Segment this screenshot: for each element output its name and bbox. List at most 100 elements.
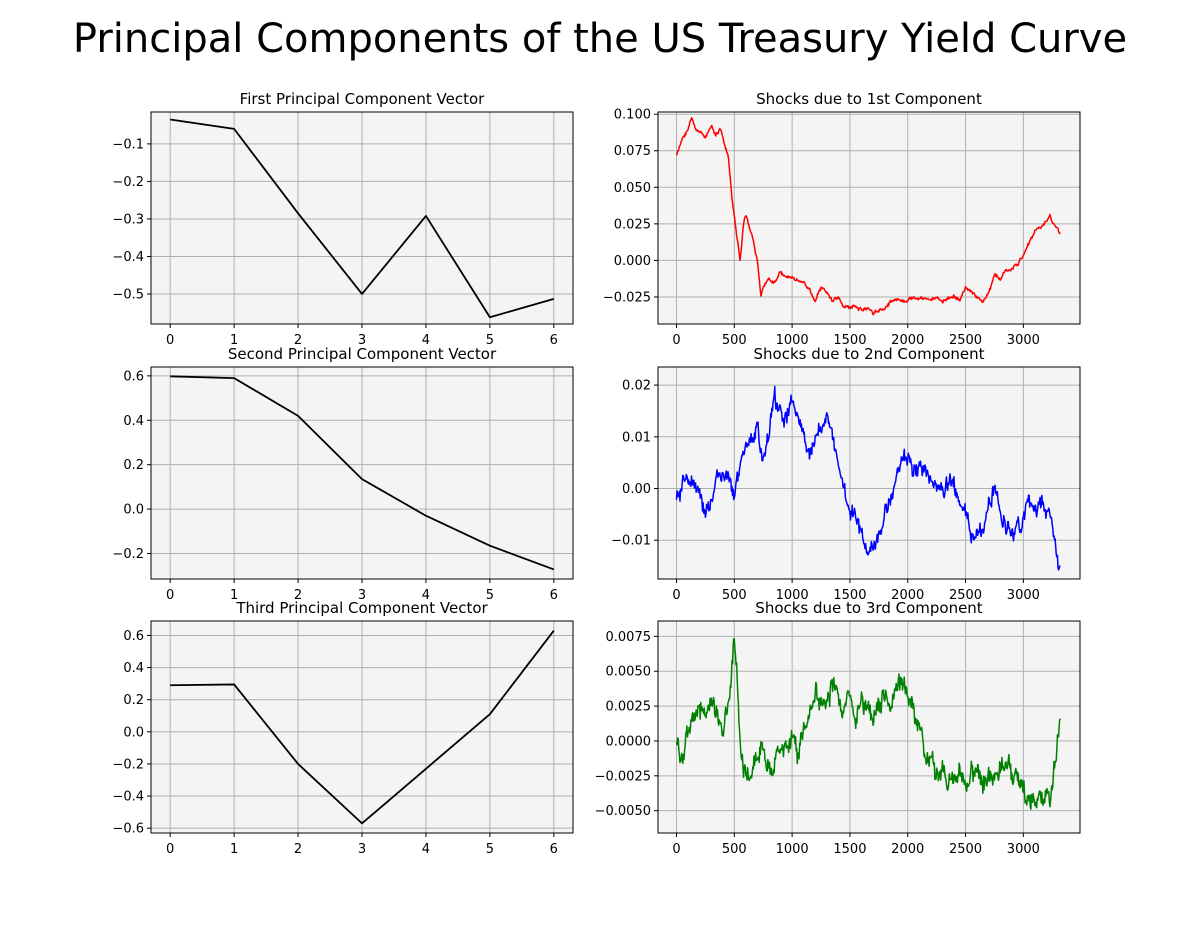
y-tick-label: 0.050 (614, 181, 651, 196)
x-tick-label: 1500 (833, 842, 866, 857)
x-tick-label: 1 (230, 333, 238, 348)
subplot-title: Shocks due to 3rd Component (755, 599, 983, 617)
x-tick-label: 3000 (1007, 842, 1040, 857)
x-tick-label: 0 (672, 333, 680, 348)
x-tick-label: 1 (230, 588, 238, 603)
y-tick-label: −0.01 (611, 534, 651, 549)
y-tick-label: −0.025 (603, 290, 651, 305)
x-tick-label: 1000 (776, 842, 809, 857)
series-line (675, 116, 1061, 316)
figure-title: Principal Components of the US Treasury … (73, 16, 1127, 62)
y-tick-label: 0.01 (622, 430, 651, 445)
x-tick-label: 6 (550, 842, 558, 857)
series-line (170, 118, 555, 319)
y-tick-label: 0.0025 (606, 700, 652, 715)
x-tick-label: 0 (672, 842, 680, 857)
y-tick-label: −0.2 (112, 757, 144, 772)
x-tick-label: 3 (358, 842, 366, 857)
x-tick-label: 2 (294, 842, 302, 857)
x-tick-label: 4 (422, 842, 430, 857)
y-tick-label: 0.075 (614, 144, 651, 159)
x-tick-label: 2 (294, 588, 302, 603)
x-tick-label: 5 (486, 333, 494, 348)
axes-frame (657, 111, 1081, 325)
y-tick-label: 0.2 (123, 693, 144, 708)
x-tick-label: 0 (166, 588, 174, 603)
subplot-1: 0 1 2 3 4 5 6 −0.5 −0.4 −0.3 −0.2 −0.1 First Princip… (112, 90, 574, 348)
plot-background (658, 112, 1080, 324)
y-tick-label: 0.000 (614, 254, 651, 269)
x-tick-label: 0 (166, 842, 174, 857)
x-tick-label: 4 (422, 333, 430, 348)
y-tick-label: 0.4 (123, 414, 144, 429)
y-tick-label: −0.4 (112, 250, 144, 265)
x-tick-label: 1500 (833, 333, 866, 348)
subplot-2: 0 500 1000 1500 2000 2500 3000 −0.025 0.000 0.025… (603, 90, 1081, 348)
axes-frame (657, 366, 1081, 580)
x-tick-label: 0 (166, 333, 174, 348)
subplot-5: 0 1 2 3 4 5 6 −0.6 −0.4 −0.2 0.0 0.2 0.4 0.6 Third Pri… (112, 599, 574, 857)
x-tick-label: 2500 (949, 588, 982, 603)
x-tick-label: 1000 (776, 588, 809, 603)
series-line (675, 385, 1061, 571)
x-tick-label: 5 (486, 842, 494, 857)
y-tick-label: −0.0050 (595, 804, 651, 819)
x-tick-label: 5 (486, 588, 494, 603)
x-tick-label: 2 (294, 333, 302, 348)
x-tick-label: 500 (722, 588, 747, 603)
y-tick-label: 0.0 (123, 503, 144, 518)
y-tick-label: 0.0000 (606, 734, 652, 749)
x-tick-label: 6 (550, 588, 558, 603)
x-tick-label: 3000 (1007, 333, 1040, 348)
x-tick-label: 2000 (891, 588, 924, 603)
x-tick-label: 3000 (1007, 588, 1040, 603)
subplot-4: 0 500 1000 1500 2000 2500 3000 −0.01 0.00 0.01 0.0… (611, 345, 1081, 603)
series-line (170, 375, 555, 571)
x-tick-label: 2500 (949, 333, 982, 348)
x-tick-label: 3 (358, 588, 366, 603)
y-tick-label: −0.3 (112, 212, 144, 227)
plot-background (658, 367, 1080, 579)
x-tick-label: 500 (722, 842, 747, 857)
subplot-title: Shocks due to 1st Component (756, 90, 982, 108)
subplot-title: Third Principal Component Vector (235, 599, 488, 617)
y-tick-label: 0.100 (614, 108, 651, 123)
y-tick-label: 0.02 (622, 379, 651, 394)
series-line (675, 638, 1061, 810)
y-tick-label: 0.6 (123, 629, 144, 644)
subplot-grid: 0 1 2 3 4 5 6 −0.5 −0.4 −0.3 −0.2 −0.1 First Princip… (112, 90, 1081, 857)
y-tick-label: −0.2 (112, 547, 144, 562)
y-tick-label: 0.00 (622, 482, 651, 497)
x-tick-label: 6 (550, 333, 558, 348)
y-tick-label: −0.2 (112, 175, 144, 190)
x-tick-label: 1 (230, 842, 238, 857)
plot-background (658, 621, 1080, 833)
axes-frame (657, 620, 1081, 834)
x-tick-label: 2000 (891, 842, 924, 857)
subplot-title: First Principal Component Vector (240, 90, 486, 108)
x-tick-label: 0 (672, 588, 680, 603)
y-tick-label: 0.2 (123, 458, 144, 473)
x-tick-label: 2000 (891, 333, 924, 348)
y-tick-label: 0.0 (123, 725, 144, 740)
x-tick-label: 1000 (776, 333, 809, 348)
y-tick-label: −0.4 (112, 790, 144, 805)
subplot-6: 0 500 1000 1500 2000 2500 3000 −0.0050 −0.0025 0.… (595, 599, 1081, 857)
y-tick-label: −0.0025 (595, 769, 651, 784)
y-tick-label: 0.025 (614, 217, 651, 232)
y-tick-label: 0.4 (123, 661, 144, 676)
y-tick-label: 0.0050 (606, 665, 652, 680)
series-line (170, 630, 555, 825)
y-tick-label: −0.6 (112, 822, 144, 837)
subplot-title: Second Principal Component Vector (228, 345, 497, 363)
subplot-title: Shocks due to 2nd Component (754, 345, 985, 363)
x-tick-label: 1500 (833, 588, 866, 603)
y-tick-label: 0.6 (123, 369, 144, 384)
subplot-3: 0 1 2 3 4 5 6 −0.2 0.0 0.2 0.4 0.6 Second Principal … (112, 345, 574, 603)
x-tick-label: 2500 (949, 842, 982, 857)
y-tick-label: −0.5 (112, 287, 144, 302)
x-tick-label: 3 (358, 333, 366, 348)
y-tick-label: 0.0075 (606, 630, 652, 645)
y-tick-label: −0.1 (112, 137, 144, 152)
